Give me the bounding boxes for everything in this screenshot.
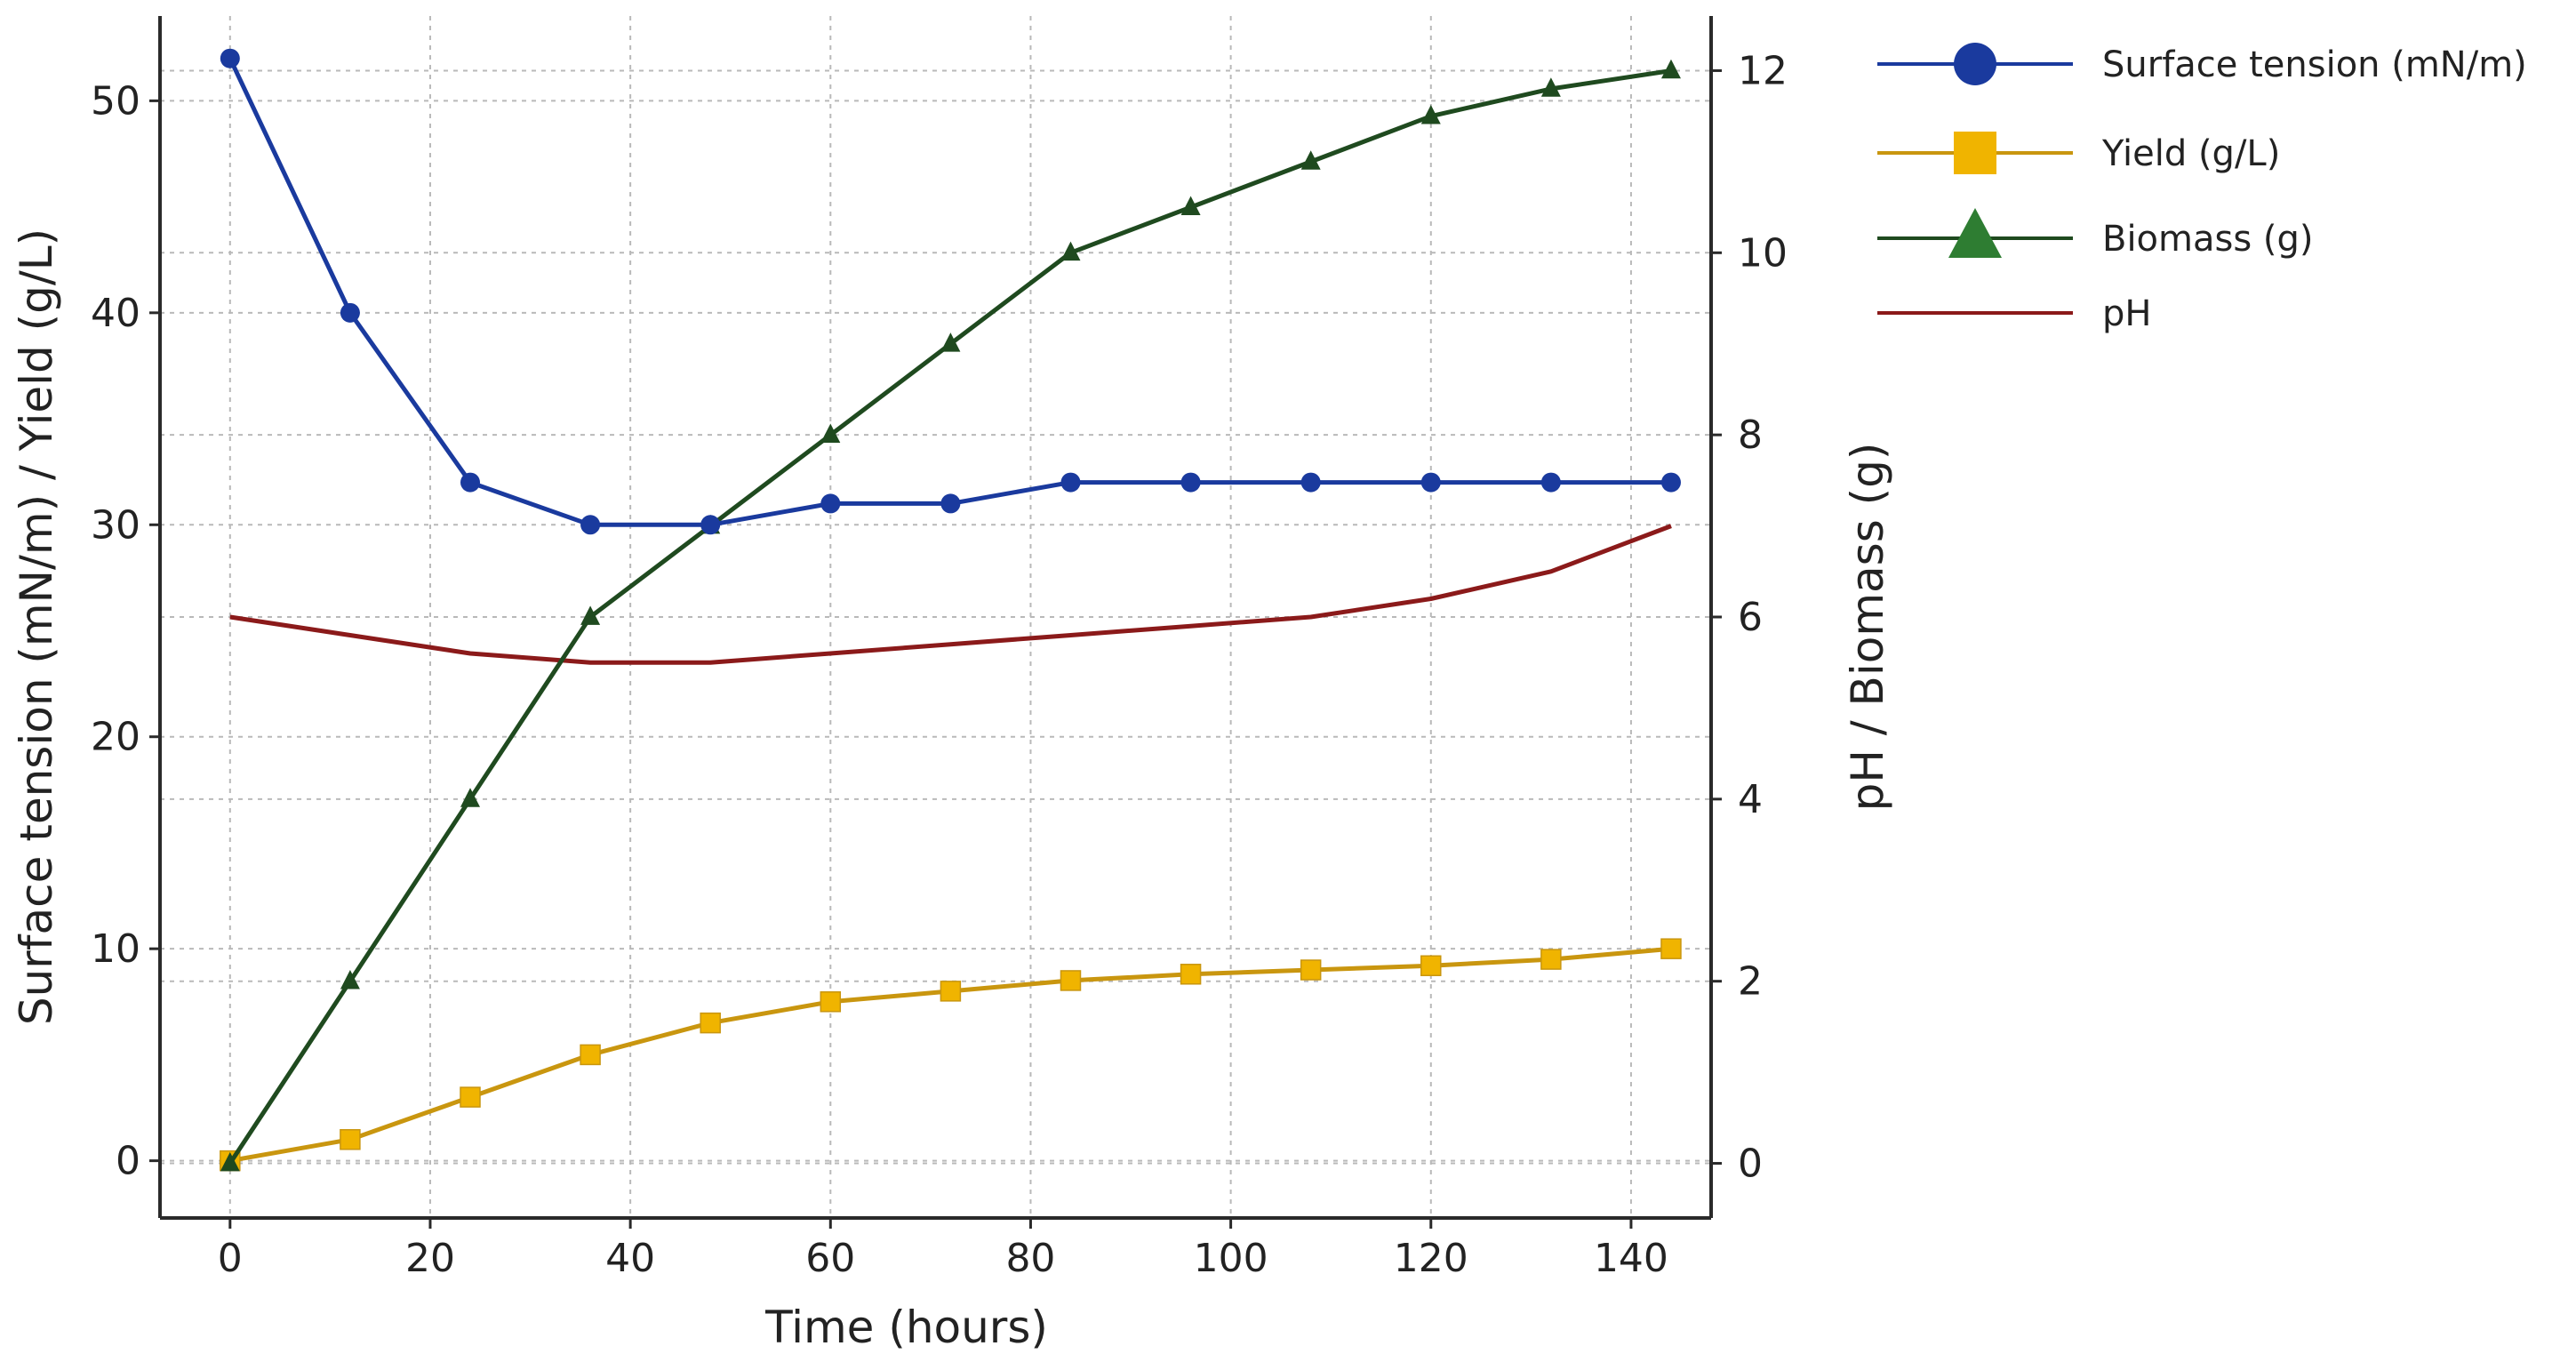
- data-point: [1300, 472, 1321, 493]
- data-point: [340, 1129, 361, 1150]
- data-point: [700, 1012, 721, 1034]
- data-point: [1300, 959, 1322, 981]
- y-right-tick-label: 8: [1738, 413, 1763, 458]
- data-point: [1300, 150, 1321, 170]
- data-point: [1660, 472, 1681, 493]
- data-point: [1420, 105, 1441, 124]
- data-point: [580, 605, 601, 625]
- y-left-tick-label: 10: [91, 926, 140, 972]
- data-point: [940, 332, 961, 352]
- data-point: [460, 1086, 481, 1108]
- y-right-tick-label: 12: [1738, 48, 1788, 93]
- y-right-tick-label: 4: [1738, 777, 1763, 822]
- series-ph: [229, 524, 1672, 665]
- data-point: [820, 991, 842, 1013]
- data-point: [1060, 970, 1082, 991]
- x-tick-label: 20: [405, 1236, 455, 1281]
- data-point: [1180, 196, 1201, 215]
- x-tick-label: 40: [605, 1236, 655, 1281]
- data-point: [580, 515, 601, 535]
- x-tick-label: 60: [805, 1236, 855, 1281]
- y-axis-label-left: Surface tension (mN/m) / Yield (g/L): [11, 228, 62, 1025]
- legend-label: Yield (g/L): [2101, 133, 2280, 174]
- data-point: [1060, 241, 1081, 261]
- x-axis-label: Time (hours): [764, 1302, 1048, 1353]
- y-left-tick-label: 0: [116, 1139, 140, 1184]
- gridlines: [160, 16, 1711, 1218]
- data-point: [1660, 938, 1682, 959]
- series-line: [229, 524, 1672, 665]
- x-tick-label: 0: [218, 1236, 243, 1281]
- data-point: [1180, 472, 1201, 493]
- data-point: [580, 1044, 601, 1066]
- y-left-tick-label: 40: [91, 291, 140, 336]
- data-point: [940, 493, 961, 514]
- data-point: [1660, 59, 1681, 79]
- data-point: [820, 423, 841, 444]
- data-point: [700, 515, 721, 535]
- plot-series: [220, 48, 1682, 1172]
- data-point: [340, 302, 360, 323]
- y-left-tick-label: 50: [91, 78, 140, 124]
- y-right-tick-label: 0: [1738, 1142, 1763, 1187]
- x-tick-label: 140: [1594, 1236, 1668, 1281]
- data-point: [1060, 472, 1081, 493]
- legend-marker: [1954, 43, 1996, 85]
- data-point: [1420, 472, 1441, 493]
- legend-item: Yield (g/L): [1877, 132, 2280, 174]
- y-axis-label-right: pH / Biomass (g): [1842, 443, 1893, 812]
- data-point: [1540, 949, 1562, 970]
- y-right-tick-label: 10: [1738, 230, 1788, 276]
- data-point: [340, 970, 360, 989]
- y-left-tick-label: 20: [91, 715, 140, 760]
- legend-item: Surface tension (mN/m): [1877, 43, 2527, 85]
- series-surface: [220, 48, 1681, 535]
- data-point: [1180, 964, 1202, 985]
- data-point: [460, 472, 480, 493]
- legend-marker: [1954, 132, 1996, 174]
- data-point: [220, 48, 240, 68]
- legend-item: Biomass (g): [1877, 208, 2314, 260]
- data-point: [1540, 77, 1561, 97]
- axes: [149, 16, 1722, 1229]
- legend-marker: [1948, 208, 2002, 258]
- data-point: [1420, 955, 1442, 976]
- series-biomass: [220, 59, 1681, 1172]
- legend-label: pH: [2102, 293, 2151, 334]
- x-tick-label: 100: [1194, 1236, 1268, 1281]
- legend: Surface tension (mN/m) Yield (g/L) Biomass…: [1877, 43, 2527, 334]
- data-point: [220, 1151, 240, 1172]
- y-right-tick-label: 2: [1738, 959, 1763, 1005]
- data-point: [940, 981, 962, 1002]
- tick-labels: 0 20 40 60 80 100 120 140 0 10 20 30 40 50 0 2 4 6 8 10 12: [91, 48, 1788, 1281]
- series-yield: [220, 938, 1682, 1172]
- data-point: [460, 788, 480, 807]
- legend-label: Surface tension (mN/m): [2102, 44, 2527, 85]
- y-left-tick-label: 30: [91, 502, 140, 548]
- x-tick-label: 80: [1005, 1236, 1055, 1281]
- legend-label: Biomass (g): [2102, 219, 2314, 260]
- series-line: [228, 57, 1671, 527]
- data-point: [1540, 472, 1561, 493]
- legend-item: pH: [1877, 293, 2151, 334]
- y-right-tick-label: 6: [1738, 595, 1763, 640]
- x-tick-label: 120: [1394, 1236, 1468, 1281]
- data-point: [820, 493, 841, 514]
